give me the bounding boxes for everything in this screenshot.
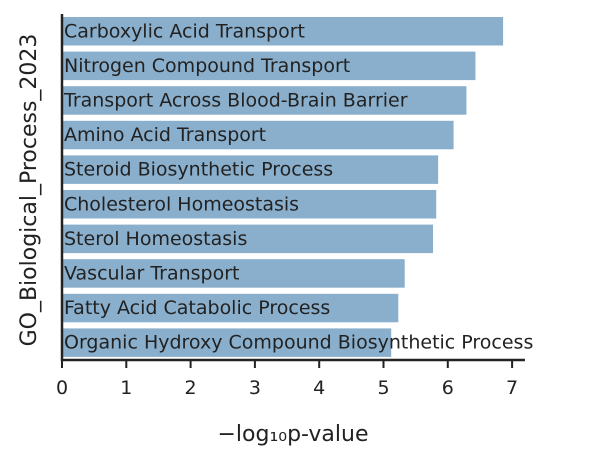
bar-labels-group: Carboxylic Acid Transport Nitrogen Compou… (63, 20, 533, 353)
x-tick-label-3: 3 (249, 377, 261, 399)
bar-label-1: Carboxylic Acid Transport (64, 20, 305, 42)
bar-label-8: Vascular Transport (64, 262, 239, 284)
bar-label-9: Fatty Acid Catabolic Process (64, 297, 330, 319)
x-tick-label-7: 7 (506, 377, 518, 399)
x-tick-label-1: 1 (120, 377, 132, 399)
bar-4 (62, 120, 454, 150)
x-ticks-group: 0 1 2 3 4 5 6 7 (56, 360, 518, 399)
bar-label-7: Sterol Homeostasis (64, 228, 247, 250)
x-axis-title: −log₁₀p-value (217, 422, 368, 447)
bar-10 (62, 328, 392, 357)
x-tick-label-6: 6 (442, 377, 454, 399)
bar-label-6: Cholesterol Homeostasis (64, 193, 299, 215)
x-tick-label-4: 4 (313, 377, 325, 399)
bar-3 (62, 86, 467, 115)
bar-1 (62, 17, 504, 46)
bar-6 (62, 190, 437, 219)
bar-label-10: Organic Hydroxy Compound Biosynthetic Pr… (64, 332, 533, 354)
bar-9 (62, 293, 399, 323)
bar-2 (62, 51, 476, 81)
bar-label-3: Transport Across Blood-Brain Barrier (63, 89, 408, 111)
x-tick-label-2: 2 (185, 377, 197, 399)
bar-label-5: Steroid Biosynthetic Process (64, 159, 333, 181)
bar-5 (62, 155, 439, 184)
x-tick-label-0: 0 (56, 377, 68, 399)
bar-7 (62, 224, 434, 254)
bar-label-2: Nitrogen Compound Transport (64, 55, 350, 77)
bars-group (62, 17, 504, 357)
bar-label-4: Amino Acid Transport (64, 124, 266, 146)
bar-8 (62, 259, 405, 288)
x-tick-label-5: 5 (377, 377, 389, 399)
y-axis-title: GO_Biological_Process_2023 (17, 34, 42, 347)
